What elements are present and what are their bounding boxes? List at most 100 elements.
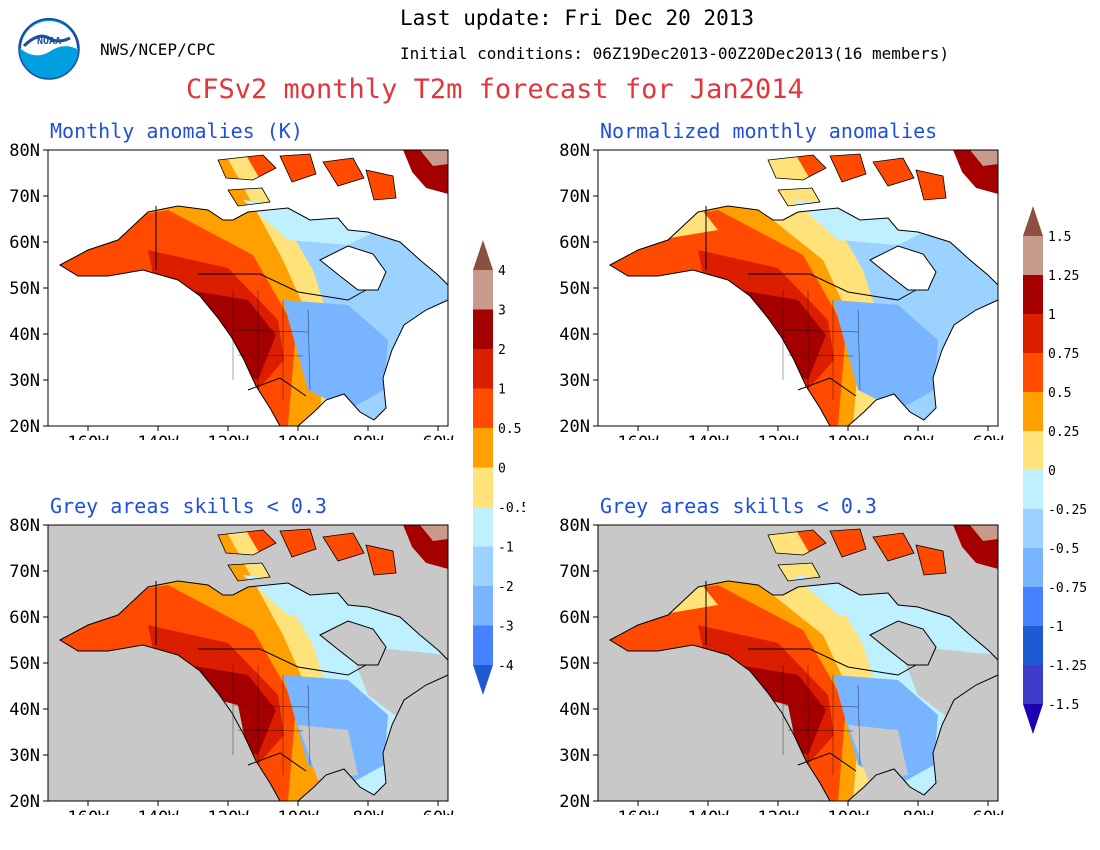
lat-tick-label: 60N — [559, 608, 590, 628]
map-panel-skill-anomalies: 80N 70N 60N 50N 40N 30N 20N 160W 140W 120W 100W 80W… — [9, 516, 454, 815]
lon-tick-label: 60W — [423, 808, 454, 815]
colorbar-segment — [473, 270, 493, 310]
lon-tick-label: 140W — [138, 433, 180, 440]
arctic-island — [366, 545, 396, 575]
coastline — [608, 580, 999, 802]
coastline — [58, 580, 449, 802]
lon-tick-label: 80W — [903, 808, 934, 815]
lon-tick-label: 60W — [423, 433, 454, 440]
colorbar-segment — [1023, 626, 1043, 665]
lon-tick-label: 120W — [208, 808, 250, 815]
lat-tick-label: 50N — [559, 279, 590, 299]
colorbar-label: -1 — [1048, 620, 1064, 635]
map-panel-skill-normalized: 80N 70N 60N 50N 40N 30N 20N 160W 140W 120W 100W 80W… — [559, 516, 1004, 815]
lat-tick-label: 20N — [559, 417, 590, 437]
initial-conditions: Initial conditions: 06Z19Dec2013-00Z20De… — [400, 44, 950, 63]
colorbar-segment — [1023, 392, 1043, 431]
colorbar-label: 1 — [1048, 308, 1056, 323]
colorbar-label: -0.75 — [1048, 581, 1087, 596]
mexico-border — [797, 377, 857, 397]
lon-tick-label: 160W — [618, 808, 660, 815]
lon-tick-label: 100W — [278, 433, 320, 440]
us-canada-border — [748, 273, 917, 301]
lat-tick-label: 80N — [9, 141, 40, 161]
colorbar-label: 0.25 — [1048, 425, 1079, 440]
colorbar-segment — [1023, 509, 1043, 548]
colorbar-label: -0.25 — [1048, 503, 1087, 518]
lon-tick-label: 140W — [688, 808, 730, 815]
colorbar-segment — [1023, 353, 1043, 392]
colorbar-segment — [473, 467, 493, 507]
colorbar-segment — [1023, 431, 1043, 470]
map-panel-normalized: 80N 70N 60N 50N 40N 30N 20N 160W 140W 120W 100W 80W… — [559, 141, 1004, 440]
arctic-island — [916, 170, 946, 200]
lon-tick-label: 100W — [278, 808, 320, 815]
colorbar-top-arrow — [473, 240, 493, 270]
lat-tick-label: 20N — [559, 792, 590, 812]
arctic-island — [873, 158, 914, 186]
mexico-border — [797, 752, 857, 772]
lon-tick-label: 160W — [618, 433, 660, 440]
lat-tick-label: 50N — [559, 654, 590, 674]
panel-title-normalized: Normalized monthly anomalies — [600, 119, 938, 143]
colorbar-label: 1.25 — [1048, 269, 1079, 284]
lon-tick-label: 60W — [973, 433, 1004, 440]
lon-tick-label: 120W — [758, 808, 800, 815]
lon-tick-label: 100W — [828, 433, 870, 440]
lat-tick-label: 30N — [9, 371, 40, 391]
lon-tick-label: 140W — [688, 433, 730, 440]
colorbar-label: 3 — [498, 304, 506, 319]
colorbar-segment — [473, 507, 493, 547]
lon-tick-label: 120W — [758, 433, 800, 440]
colorbar-segment — [1023, 470, 1043, 509]
lon-tick-label: 80W — [903, 433, 934, 440]
colorbar-label: 4 — [498, 264, 506, 279]
colorbar-segment — [473, 546, 493, 586]
lat-tick-label: 20N — [9, 417, 40, 437]
map-panel-anomalies: 80N 70N 60N 50N 40N 30N 20N 160W 140W 120W 100W 80W… — [9, 141, 454, 440]
lat-tick-label: 80N — [559, 516, 590, 536]
colorbar-segment — [1023, 548, 1043, 587]
colorbar-segment — [1023, 665, 1043, 704]
lon-tick-label: 160W — [68, 808, 110, 815]
colorbar-segment — [473, 388, 493, 428]
panel-title-skill-right: Grey areas skills < 0.3 — [600, 494, 877, 518]
colorbar-label: 0.75 — [1048, 347, 1079, 362]
colorbar-label: 0 — [498, 462, 506, 477]
lon-tick-label: 160W — [68, 433, 110, 440]
colorbar-segment — [473, 586, 493, 626]
colorbar-label: -3 — [498, 620, 514, 635]
colorbar-label: -1.5 — [1048, 698, 1079, 713]
lon-tick-label: 140W — [138, 808, 180, 815]
last-update: Last update: Fri Dec 20 2013 — [400, 6, 755, 30]
colorbar-label: 1.5 — [1048, 230, 1071, 245]
colorbar-label: -1 — [498, 541, 514, 556]
colorbar-top-arrow — [1023, 206, 1043, 236]
colorbar-label: -0.5 — [1048, 542, 1079, 557]
lon-tick-label: 80W — [353, 433, 384, 440]
lat-tick-label: 70N — [559, 187, 590, 207]
arctic-island — [323, 158, 364, 186]
lat-tick-label: 40N — [9, 700, 40, 720]
hudson-bay — [870, 246, 936, 290]
lon-tick-label: 80W — [353, 808, 384, 815]
colorbar-label: 0 — [1048, 464, 1056, 479]
colorbar-label: 0.5 — [1048, 386, 1071, 401]
arctic-island — [916, 545, 946, 575]
lon-tick-label: 60W — [973, 808, 1004, 815]
coastline — [608, 205, 999, 427]
colorbar-segment — [1023, 314, 1043, 353]
colorbar-segment — [1023, 236, 1043, 275]
arctic-island — [873, 533, 914, 561]
lat-tick-label: 40N — [9, 325, 40, 345]
page-title: CFSv2 monthly T2m forecast for Jan2014 — [186, 74, 804, 105]
colorbar-label: 2 — [498, 343, 506, 358]
lat-tick-label: 60N — [9, 233, 40, 253]
logo-text: NOAA — [37, 36, 61, 47]
colorbar-label: -2 — [498, 580, 514, 595]
lon-tick-label: 120W — [208, 433, 250, 440]
org-name: NWS/NCEP/CPC — [100, 40, 216, 59]
us-canada-border — [198, 273, 367, 301]
hudson-bay — [320, 246, 386, 290]
lat-tick-label: 70N — [9, 187, 40, 207]
